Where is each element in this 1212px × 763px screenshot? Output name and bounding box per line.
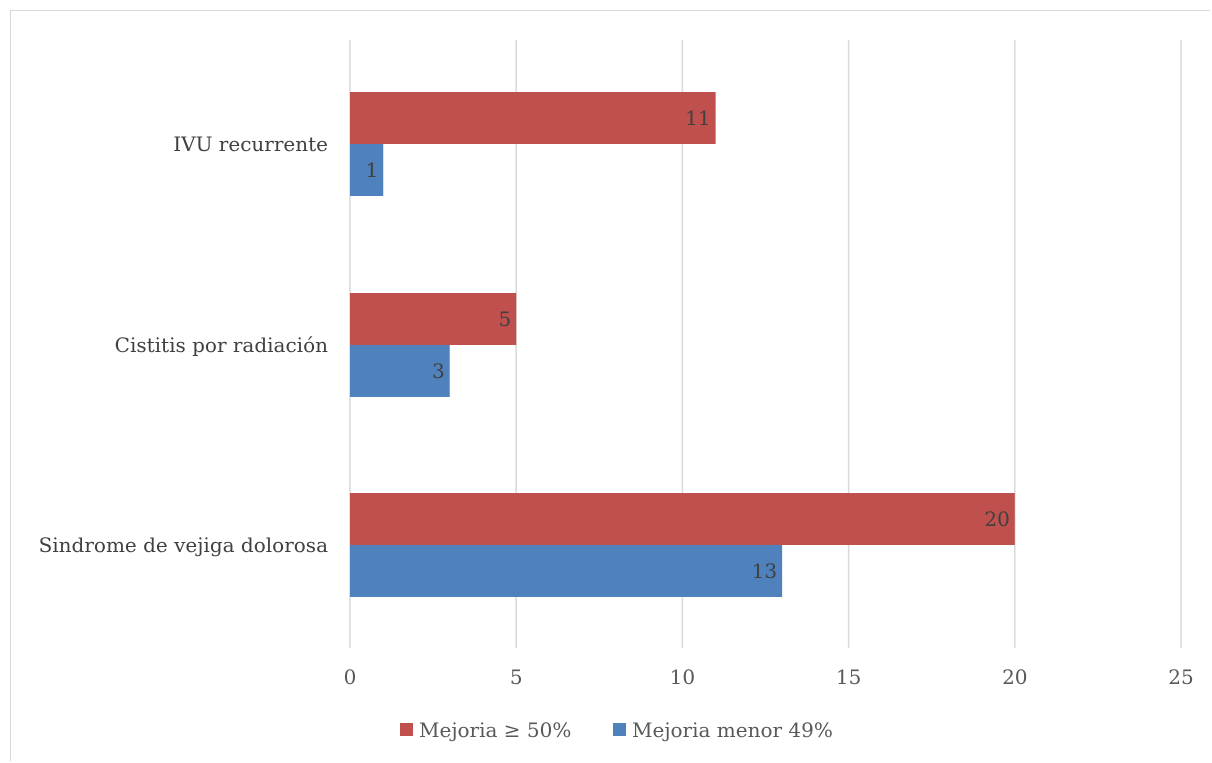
data-label: 3 [432,359,445,383]
chart-frame [10,10,1210,761]
bar-mejoria-menor-49 [350,345,450,397]
x-tick-label: 25 [1168,665,1193,689]
bar-mejoria-menor-49 [350,545,783,597]
bar-mejoria-50 [350,293,517,345]
bars [350,92,1015,597]
legend: Mejoria ≥ 50% Mejoria menor 49% [400,718,833,742]
data-label: 1 [366,158,379,182]
legend-label: Mejoria menor 49% [632,718,833,742]
legend-swatch [400,723,413,736]
bar-mejoria-50 [350,493,1015,545]
category-label: Cistitis por radiación [115,333,328,357]
data-label: 5 [498,307,511,331]
x-tick-label: 5 [510,665,523,689]
x-tick-label: 20 [1002,665,1027,689]
legend-label: Mejoria ≥ 50% [419,718,571,742]
x-tick-label: 0 [344,665,357,689]
data-label: 20 [984,507,1009,531]
data-label: 11 [685,106,710,130]
legend-swatch [613,723,626,736]
bar-mejoria-menor-49 [350,144,384,196]
data-label: 13 [752,559,777,583]
category-label: IVU recurrente [173,132,328,156]
x-axis-tick-labels: 0 5 10 15 20 25 [344,665,1194,689]
category-labels: IVU recurrente Cistitis por radiación Sind… [39,132,329,557]
x-tick-label: 15 [836,665,861,689]
bar-mejoria-50 [350,92,716,144]
category-label: Sindrome de vejiga dolorosa [39,533,329,557]
x-tick-label: 10 [670,665,695,689]
